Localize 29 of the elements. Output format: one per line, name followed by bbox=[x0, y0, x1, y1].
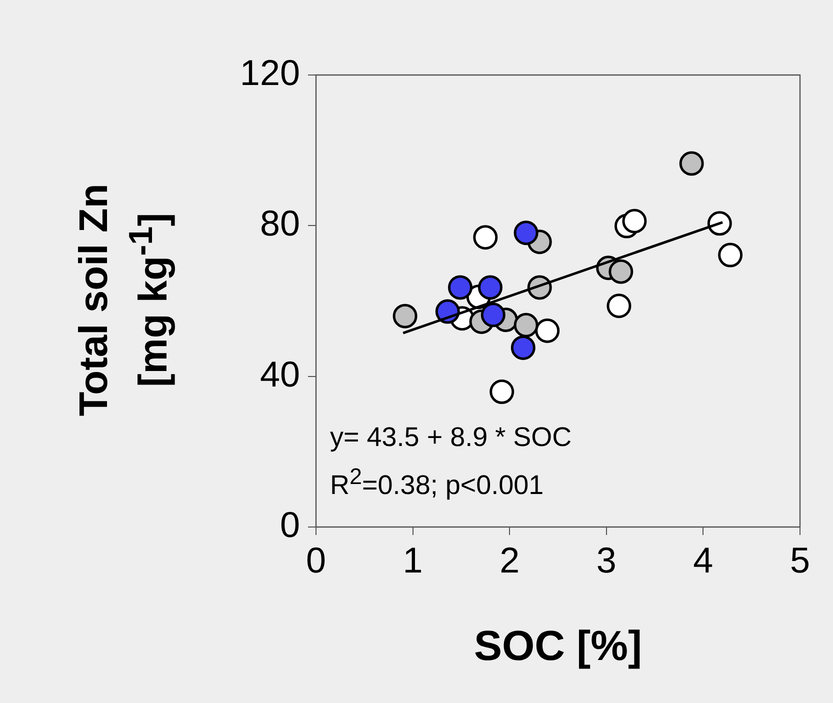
point bbox=[510, 335, 536, 360]
y-tick-label: 40 bbox=[260, 353, 300, 394]
point bbox=[480, 302, 506, 328]
point bbox=[608, 259, 634, 284]
point bbox=[392, 304, 418, 328]
y-tick-label: 80 bbox=[260, 202, 300, 244]
point bbox=[679, 151, 704, 176]
x-tick-label: 3 bbox=[596, 540, 616, 581]
annotation: R$^{2}$=0.38; p<0.001 bbox=[330, 464, 544, 501]
point bbox=[490, 380, 514, 404]
x-tick-label: 4 bbox=[693, 540, 714, 581]
x-tick-label: 0 bbox=[306, 540, 326, 581]
point bbox=[473, 225, 498, 250]
point bbox=[514, 312, 538, 338]
point bbox=[514, 220, 538, 246]
point bbox=[707, 211, 732, 236]
point bbox=[448, 275, 472, 300]
point bbox=[478, 275, 502, 300]
x-tick-label: 2 bbox=[500, 540, 520, 581]
y-tick-label: 120 bbox=[240, 52, 300, 93]
x-axis-title: SOC [%] bbox=[473, 622, 643, 670]
annotation: y= 43.5 + 8.9 * SOC bbox=[330, 422, 572, 453]
point bbox=[535, 318, 560, 344]
y-tick-label: 0 bbox=[280, 504, 300, 545]
point bbox=[622, 208, 647, 234]
point bbox=[718, 242, 743, 268]
x-tick-label: 1 bbox=[402, 540, 423, 581]
x-tick-label: 5 bbox=[790, 540, 810, 581]
point bbox=[606, 294, 632, 318]
